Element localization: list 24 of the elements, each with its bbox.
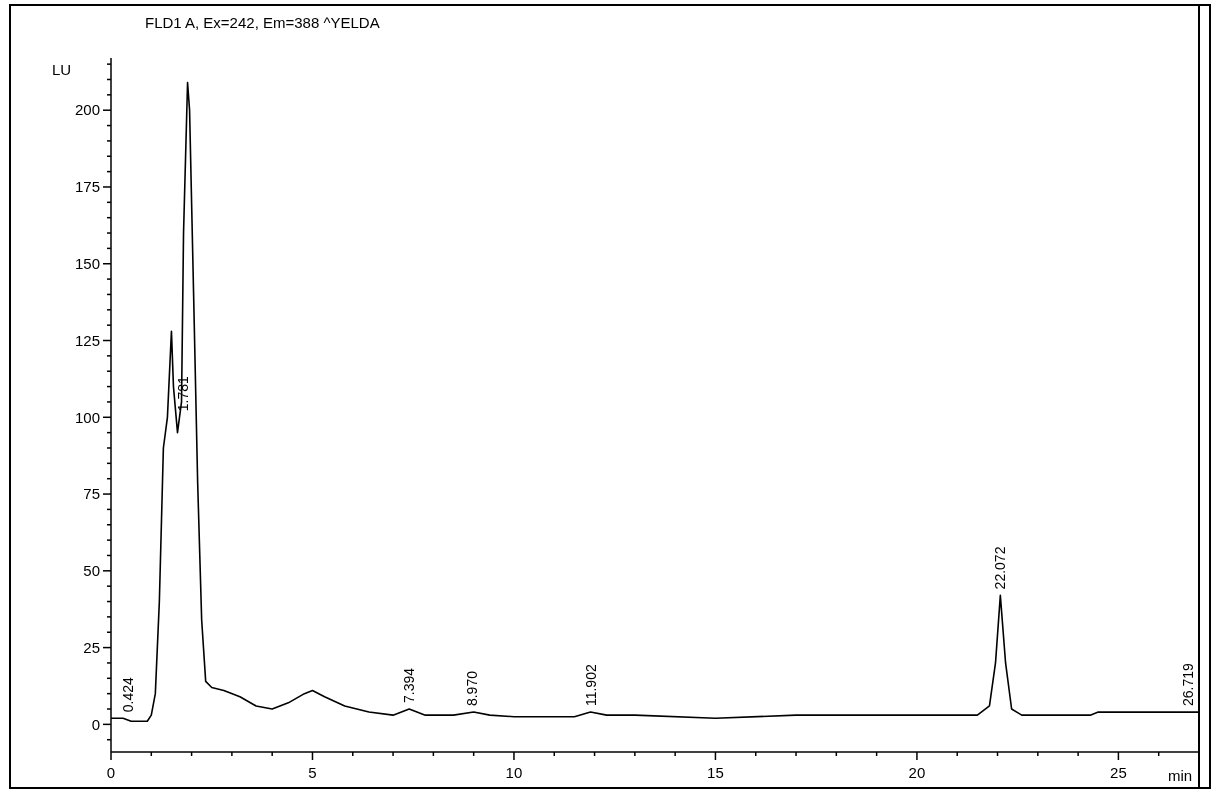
chart-title: FLD1 A, Ex=242, Em=388 ^YELDA <box>145 14 380 31</box>
y-tick-label: 75 <box>83 485 100 503</box>
x-tick-label: 15 <box>707 764 724 781</box>
annotation: 11.902 <box>582 664 599 707</box>
x-tick-label: 20 <box>908 764 926 781</box>
x-tick-label: 10 <box>505 764 523 781</box>
y-tick-label: 125 <box>74 331 100 349</box>
annotation: 0.424 <box>120 676 137 713</box>
y-tick-label: 25 <box>83 638 100 656</box>
y-tick-label: 175 <box>74 178 100 196</box>
x-tick-label: 0 <box>106 764 116 781</box>
annotation: 22.072 <box>992 546 1009 590</box>
x-axis-title: min <box>1168 767 1193 784</box>
annotation: 26.719 <box>1179 663 1196 707</box>
y-tick-label: 50 <box>83 562 100 580</box>
x-tick-label: 25 <box>1110 764 1127 781</box>
x-tick-label: 5 <box>308 764 317 781</box>
y-tick-label: 100 <box>74 408 100 426</box>
y-tick-label: 200 <box>74 101 100 119</box>
y-axis-title: LU <box>52 61 72 78</box>
annotation: 8.970 <box>464 670 481 707</box>
y-tick-label: 0 <box>91 715 100 733</box>
annotation: 7.394 <box>400 667 417 704</box>
y-tick-label: 150 <box>74 254 100 272</box>
